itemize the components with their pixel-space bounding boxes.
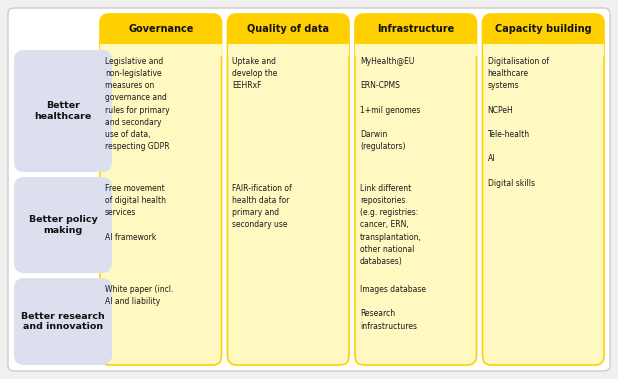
FancyBboxPatch shape [355, 14, 476, 56]
FancyBboxPatch shape [8, 8, 610, 371]
Text: Legislative and
non-legislative
measures on
governance and
rules for primary
and: Legislative and non-legislative measures… [105, 57, 169, 151]
Bar [100, 44, 221, 56]
FancyBboxPatch shape [227, 14, 349, 365]
FancyBboxPatch shape [100, 14, 221, 56]
Text: MyHealth@EU

ERN-CPMS

1+mil genomes

Darwin
(regulators): MyHealth@EU ERN-CPMS 1+mil genomes Darwi… [360, 57, 420, 151]
FancyBboxPatch shape [14, 50, 112, 172]
Text: Link different
repositories
(e.g. registries:
cancer, ERN,
transplantation,
othe: Link different repositories (e.g. regist… [360, 184, 422, 266]
FancyBboxPatch shape [14, 177, 112, 273]
Bar [227, 44, 349, 56]
Text: White paper (incl.
AI and liability: White paper (incl. AI and liability [105, 285, 174, 306]
Bar [483, 44, 604, 56]
Text: Quality of data: Quality of data [247, 24, 329, 34]
Text: Better research
and innovation: Better research and innovation [21, 312, 105, 331]
Text: Capacity building: Capacity building [495, 24, 591, 34]
FancyBboxPatch shape [483, 14, 604, 56]
FancyBboxPatch shape [483, 14, 604, 365]
Text: Governance: Governance [128, 24, 193, 34]
Text: Images database

Research
infrastructures: Images database Research infrastructures [360, 285, 426, 330]
Text: Infrastructure: Infrastructure [377, 24, 454, 34]
Text: Uptake and
develop the
EEHRxF: Uptake and develop the EEHRxF [232, 57, 278, 90]
Text: Free movement
of digital health
services

AI framework: Free movement of digital health services… [105, 184, 166, 241]
FancyBboxPatch shape [355, 14, 476, 365]
FancyBboxPatch shape [14, 278, 112, 365]
FancyBboxPatch shape [100, 14, 221, 365]
FancyBboxPatch shape [227, 14, 349, 56]
Text: Better
healthcare: Better healthcare [35, 101, 91, 121]
Text: Digitalisation of
healthcare
systems

NCPeH

Tele-health

AI

Digital skills: Digitalisation of healthcare systems NCP… [488, 57, 549, 188]
Text: FAIR-ification of
health data for
primary and
secondary use: FAIR-ification of health data for primar… [232, 184, 292, 229]
Text: Better policy
making: Better policy making [28, 215, 98, 235]
Bar [355, 44, 476, 56]
